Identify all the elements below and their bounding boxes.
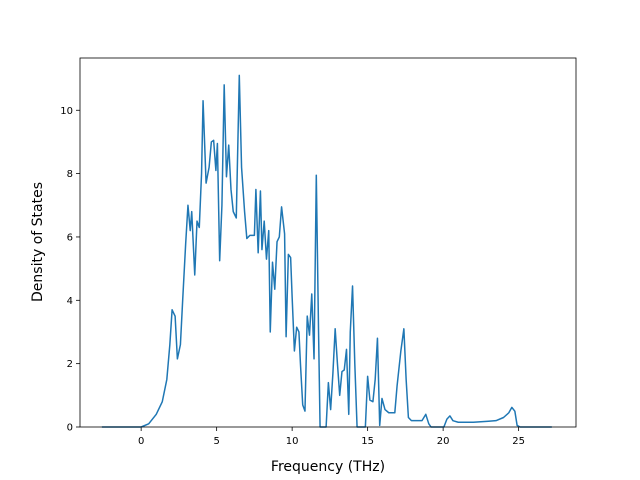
y-tick-label: 10: [60, 106, 73, 117]
y-axis-label: Density of States: [30, 182, 46, 302]
axes-frame: [79, 57, 577, 428]
y-tick-label: 4: [67, 296, 73, 307]
x-tick-label: 25: [512, 436, 525, 447]
x-tick-label: 20: [437, 436, 450, 447]
y-tick-label: 6: [67, 232, 73, 243]
x-tick-label: 10: [286, 436, 299, 447]
y-tick-label: 2: [67, 359, 73, 370]
x-tick-label: 0: [138, 436, 144, 447]
x-tick-label: 5: [213, 436, 219, 447]
y-tick-label: 8: [67, 169, 73, 180]
x-axis-label: Frequency (THz): [271, 459, 385, 475]
x-tick-label: 15: [361, 436, 374, 447]
dos-line: [101, 74, 552, 428]
y-tick-label: 0: [67, 423, 73, 434]
